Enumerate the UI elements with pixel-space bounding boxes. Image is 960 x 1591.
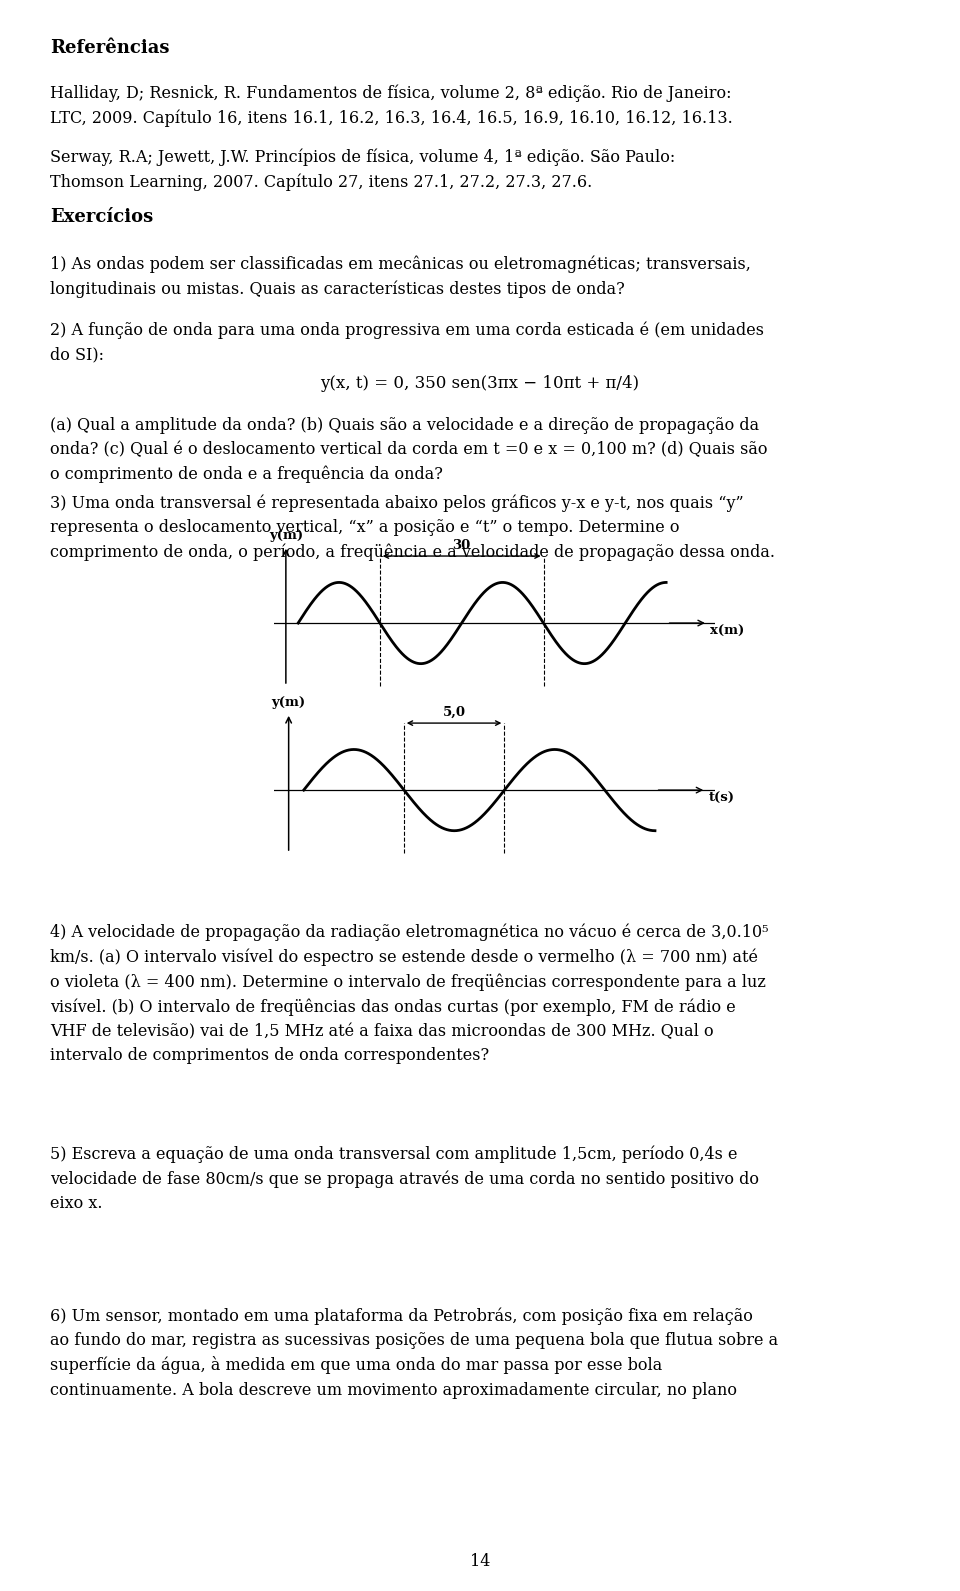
Text: 4) A velocidade de propagação da radiação eletromagnética no vácuo é cerca de 3,: 4) A velocidade de propagação da radiaçã… [50, 923, 768, 1064]
Text: 3) Uma onda transversal é representada abaixo pelos gráficos y-x e y-t, nos quai: 3) Uma onda transversal é representada a… [50, 493, 775, 560]
Text: y(m): y(m) [272, 695, 305, 710]
Text: (a) Qual a amplitude da onda? (b) Quais são a velocidade e a direção de propagaç: (a) Qual a amplitude da onda? (b) Quais … [50, 417, 767, 484]
Text: x(m): x(m) [710, 625, 745, 638]
Text: 5,0: 5,0 [443, 706, 466, 719]
Text: 2) A função de onda para uma onda progressiva em uma corda esticada é (em unidad: 2) A função de onda para uma onda progre… [50, 321, 764, 363]
Text: t(s): t(s) [709, 792, 735, 805]
Text: Exercícios: Exercícios [50, 208, 154, 226]
Text: 14: 14 [469, 1553, 491, 1570]
Text: y(m): y(m) [269, 528, 303, 543]
Text: 5) Escreva a equação de uma onda transversal com amplitude 1,5cm, período 0,4s e: 5) Escreva a equação de uma onda transve… [50, 1146, 759, 1212]
Text: 30: 30 [452, 539, 470, 552]
Text: 6) Um sensor, montado em uma plataforma da Petrobrás, com posição fixa em relaçã: 6) Um sensor, montado em uma plataforma … [50, 1308, 778, 1398]
Text: y(x, t) = 0, 350 sen(3πx − 10πt + π/4): y(x, t) = 0, 350 sen(3πx − 10πt + π/4) [321, 375, 639, 393]
Text: Halliday, D; Resnick, R. Fundamentos de física, volume 2, 8ª edição. Rio de Jane: Halliday, D; Resnick, R. Fundamentos de … [50, 84, 732, 127]
Text: Serway, R.A; Jewett, J.W. Princípios de física, volume 4, 1ª edição. São Paulo:
: Serway, R.A; Jewett, J.W. Princípios de … [50, 150, 675, 191]
Text: Referências: Referências [50, 38, 169, 57]
Text: 1) As ondas podem ser classificadas em mecânicas ou eletromagnéticas; transversa: 1) As ondas podem ser classificadas em m… [50, 255, 751, 298]
